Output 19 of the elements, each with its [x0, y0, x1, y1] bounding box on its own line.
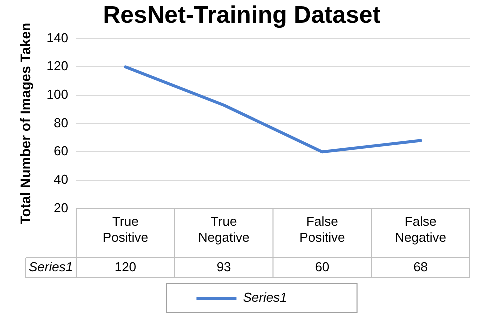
data-label: 68 [414, 260, 428, 275]
text: Series1 [29, 260, 74, 275]
y-tick-label: 100 [46, 87, 68, 102]
y-tick-label: 40 [54, 172, 68, 188]
x-tick-label: False Negative [395, 214, 446, 245]
y-axis-title: Total Number of Images Taken [17, 22, 34, 225]
y-tick-label: 60 [54, 144, 68, 159]
data-label: 120 [114, 260, 137, 275]
x-tick-label: False Positive [300, 214, 346, 245]
y-tick-label: 140 [46, 30, 68, 46]
y-tick-label: 120 [46, 58, 68, 74]
legend-label: Series1 [243, 290, 288, 306]
data-label: 60 [315, 260, 330, 275]
x-tick-label: True Negative [198, 214, 250, 245]
x-tick-label: True Positive [102, 214, 148, 245]
data-label: 93 [216, 260, 232, 275]
chart-title: ResNet-Training Dataset [103, 2, 381, 30]
y-tick-label: 20 [54, 200, 68, 216]
y-tick-label: 80 [54, 115, 68, 130]
